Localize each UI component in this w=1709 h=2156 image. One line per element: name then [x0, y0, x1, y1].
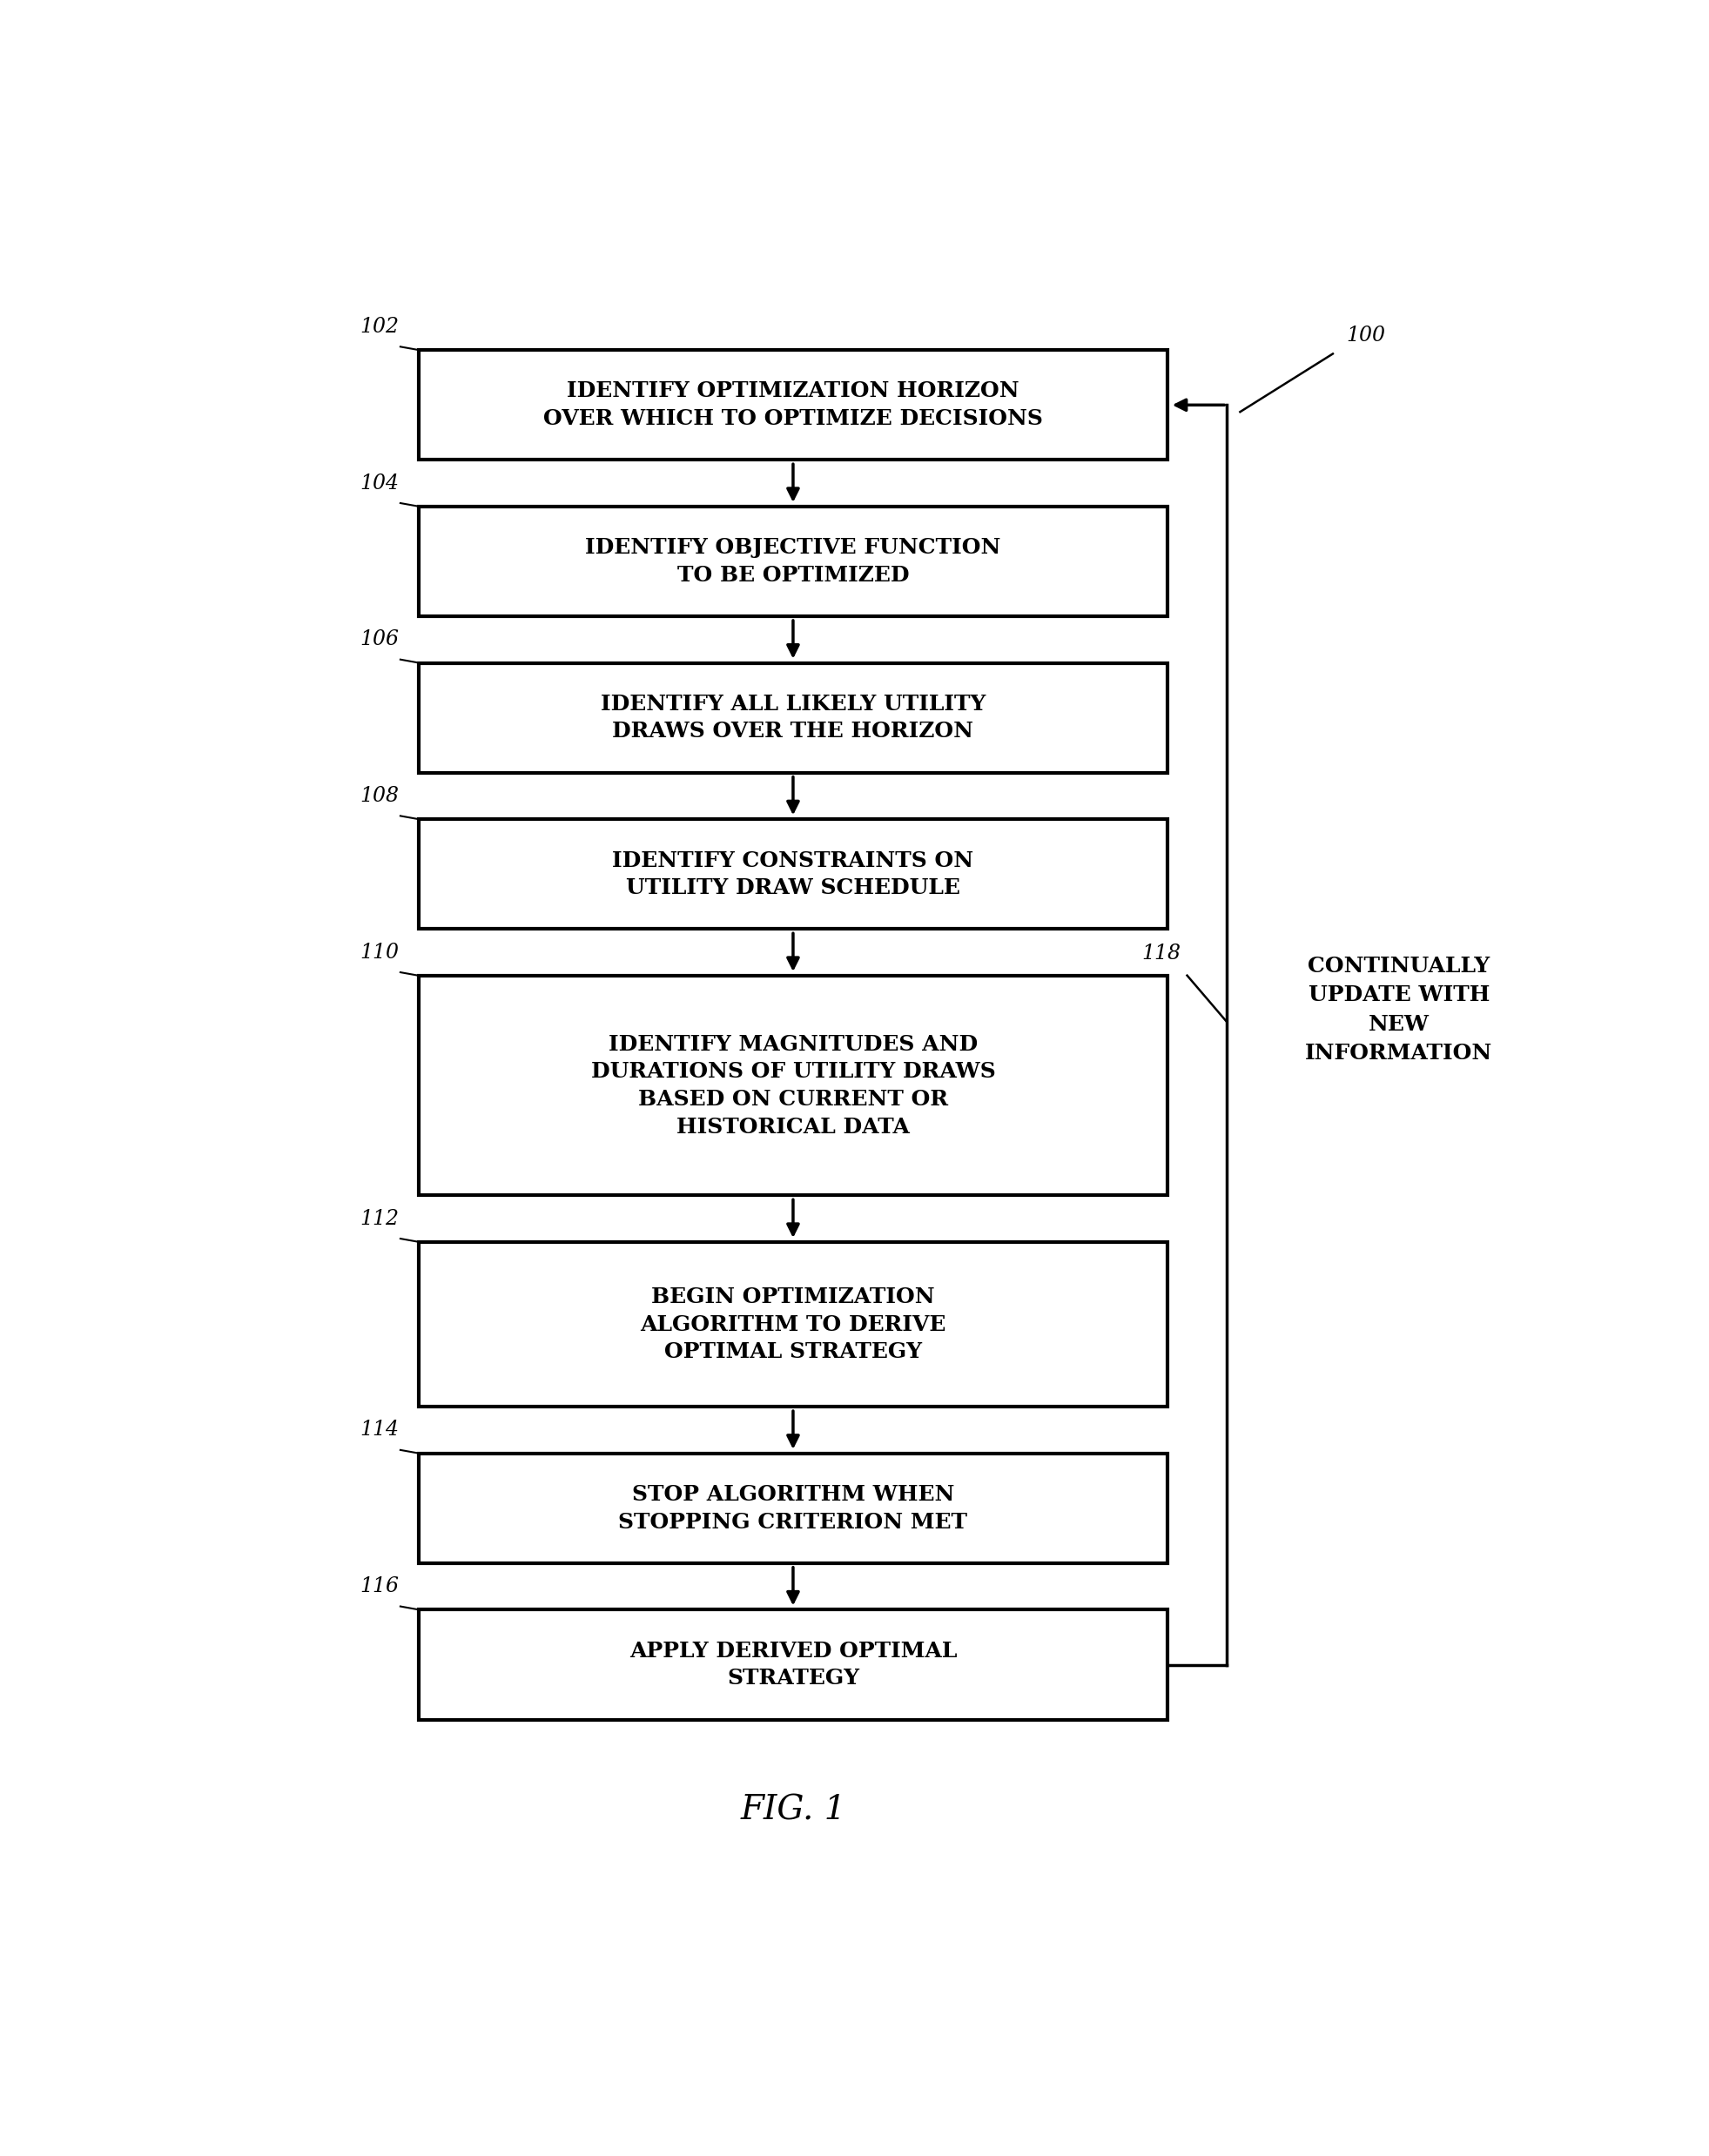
- Text: 108: 108: [361, 787, 400, 806]
- Text: IDENTIFY MAGNITUDES AND
DURATIONS OF UTILITY DRAWS
BASED ON CURRENT OR
HISTORICA: IDENTIFY MAGNITUDES AND DURATIONS OF UTI…: [591, 1035, 995, 1136]
- Bar: [419, 662, 1167, 772]
- Bar: [419, 507, 1167, 617]
- Bar: [419, 349, 1167, 459]
- Text: 114: 114: [361, 1421, 400, 1440]
- Text: 104: 104: [361, 472, 400, 494]
- Text: IDENTIFY CONSTRAINTS ON
UTILITY DRAW SCHEDULE: IDENTIFY CONSTRAINTS ON UTILITY DRAW SCH…: [612, 849, 974, 899]
- Text: BEGIN OPTIMIZATION
ALGORITHM TO DERIVE
OPTIMAL STRATEGY: BEGIN OPTIMIZATION ALGORITHM TO DERIVE O…: [641, 1287, 947, 1363]
- Text: STOP ALGORITHM WHEN
STOPPING CRITERION MET: STOP ALGORITHM WHEN STOPPING CRITERION M…: [619, 1483, 967, 1533]
- Bar: [419, 1611, 1167, 1720]
- Text: 116: 116: [361, 1576, 400, 1595]
- Bar: [419, 1242, 1167, 1408]
- Text: 110: 110: [361, 942, 400, 962]
- Bar: [419, 819, 1167, 929]
- Text: CONTINUALLY
UPDATE WITH
NEW
INFORMATION: CONTINUALLY UPDATE WITH NEW INFORMATION: [1306, 955, 1492, 1063]
- Text: 118: 118: [1142, 944, 1181, 964]
- Text: 102: 102: [361, 317, 400, 336]
- Bar: [419, 1453, 1167, 1563]
- Text: FIG. 1: FIG. 1: [740, 1794, 846, 1826]
- Text: IDENTIFY OBJECTIVE FUNCTION
TO BE OPTIMIZED: IDENTIFY OBJECTIVE FUNCTION TO BE OPTIMI…: [584, 537, 1001, 586]
- Text: 106: 106: [361, 630, 400, 649]
- Text: 112: 112: [361, 1210, 400, 1229]
- Text: 100: 100: [1347, 326, 1386, 345]
- Bar: [419, 977, 1167, 1194]
- Text: APPLY DERIVED OPTIMAL
STRATEGY: APPLY DERIVED OPTIMAL STRATEGY: [629, 1641, 957, 1688]
- Text: IDENTIFY OPTIMIZATION HORIZON
OVER WHICH TO OPTIMIZE DECISIONS: IDENTIFY OPTIMIZATION HORIZON OVER WHICH…: [543, 382, 1042, 429]
- Text: IDENTIFY ALL LIKELY UTILITY
DRAWS OVER THE HORIZON: IDENTIFY ALL LIKELY UTILITY DRAWS OVER T…: [600, 694, 986, 742]
